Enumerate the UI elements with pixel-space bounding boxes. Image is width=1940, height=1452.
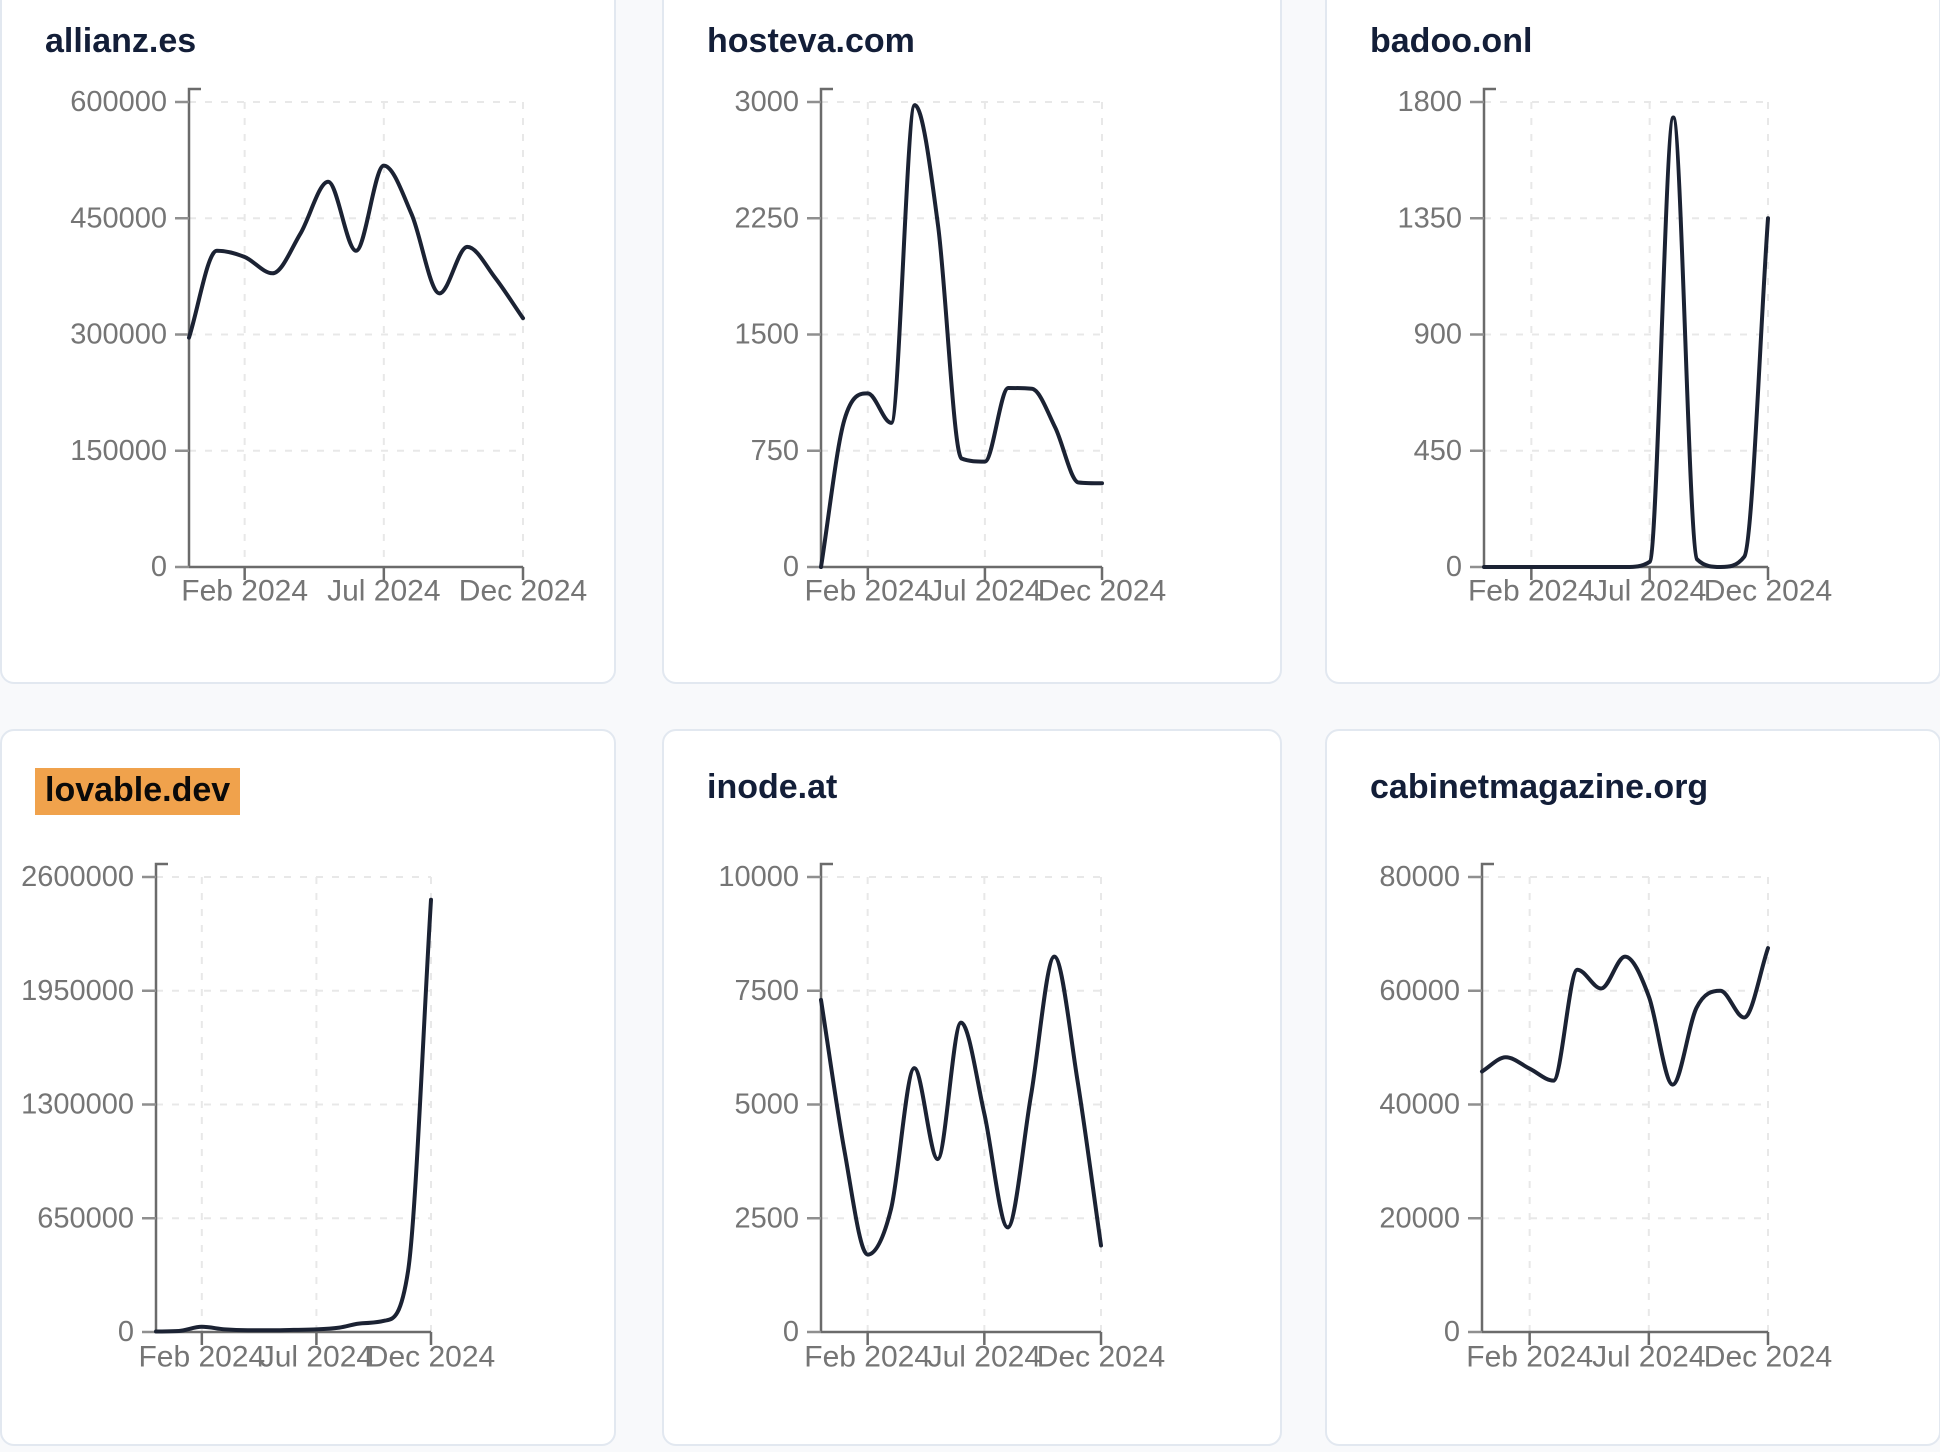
chart-title: hosteva.com bbox=[707, 22, 915, 61]
x-tick-label: Feb 2024 bbox=[1466, 1341, 1593, 1374]
y-tick-label: 150000 bbox=[70, 435, 167, 467]
y-tick-label: 600000 bbox=[70, 86, 167, 118]
x-tick-label: Jul 2024 bbox=[928, 1341, 1041, 1374]
y-tick-label: 650000 bbox=[37, 1202, 134, 1234]
y-tick-label: 40000 bbox=[1379, 1089, 1460, 1121]
y-tick-label: 0 bbox=[1446, 551, 1462, 583]
trend-line bbox=[819, 103, 1104, 569]
domain-label: allianz.es bbox=[45, 22, 197, 60]
y-tick-label: 1500 bbox=[734, 319, 799, 351]
y-tick-label: 1350 bbox=[1397, 202, 1462, 234]
y-tick-label: 0 bbox=[783, 1316, 799, 1348]
chart-title: allianz.es bbox=[45, 22, 196, 61]
y-axis-line bbox=[1482, 87, 1496, 567]
x-tick-label: Feb 2024 bbox=[1468, 575, 1595, 608]
chart-title: inode.at bbox=[707, 768, 837, 807]
y-axis-line bbox=[819, 862, 833, 1332]
y-tick-label: 20000 bbox=[1379, 1202, 1460, 1234]
trend-line bbox=[1482, 115, 1770, 569]
y-tick-label: 2600000 bbox=[21, 861, 134, 893]
y-tick-label: 7500 bbox=[734, 975, 799, 1007]
x-tick-label: Dec 2024 bbox=[459, 575, 587, 608]
x-tick-label: Jul 2024 bbox=[928, 575, 1041, 608]
chart-card-badoo-onl[interactable]: badoo.onl 0 450 900 1350 1800 Feb 2024 Jul 202… bbox=[1325, 0, 1940, 684]
x-tick-label: Feb 2024 bbox=[181, 575, 308, 608]
y-axis-line bbox=[187, 87, 201, 567]
domain-label: cabinetmagazine.org bbox=[1370, 768, 1709, 806]
chart-card-allianz-es[interactable]: allianz.es 0 150000 300000 450000 600000 Feb … bbox=[0, 0, 616, 684]
y-tick-label: 2250 bbox=[734, 202, 799, 234]
x-tick-label: Jul 2024 bbox=[327, 575, 440, 608]
y-tick-label: 450 bbox=[1414, 435, 1462, 467]
x-tick-label: Dec 2024 bbox=[1704, 575, 1832, 608]
y-tick-label: 10000 bbox=[718, 861, 799, 893]
x-tick-label: Dec 2024 bbox=[1704, 1341, 1832, 1374]
x-tick-label: Jul 2024 bbox=[1592, 1341, 1705, 1374]
x-tick-label: Jul 2024 bbox=[260, 1341, 373, 1374]
chart-card-cabinetmagazine-org[interactable]: cabinetmagazine.org 0 20000 40000 60000 8000… bbox=[1325, 729, 1940, 1446]
y-tick-label: 3000 bbox=[734, 86, 799, 118]
domain-label: hosteva.com bbox=[707, 22, 915, 60]
y-axis-line bbox=[819, 87, 833, 567]
trend-line bbox=[187, 163, 525, 340]
x-tick-label: Feb 2024 bbox=[138, 1341, 265, 1374]
y-axis-line bbox=[154, 862, 168, 1332]
y-tick-label: 750 bbox=[751, 435, 799, 467]
y-tick-label: 2500 bbox=[734, 1202, 799, 1234]
domain-label-highlighted: lovable.dev bbox=[35, 768, 241, 815]
y-tick-label: 5000 bbox=[734, 1089, 799, 1121]
y-tick-label: 0 bbox=[118, 1316, 134, 1348]
y-tick-label: 60000 bbox=[1379, 975, 1460, 1007]
x-tick-label: Feb 2024 bbox=[804, 1341, 931, 1374]
trend-line bbox=[154, 897, 433, 1334]
domain-label: inode.at bbox=[707, 768, 838, 806]
y-tick-label: 300000 bbox=[70, 319, 167, 351]
y-tick-label: 1300000 bbox=[21, 1089, 134, 1121]
y-tick-label: 450000 bbox=[70, 202, 167, 234]
y-tick-label: 80000 bbox=[1379, 861, 1460, 893]
trend-line bbox=[1480, 946, 1770, 1087]
chart-card-lovable-dev[interactable]: lovable.dev 0 650000 1300000 1950000 2600000… bbox=[0, 729, 616, 1446]
x-tick-label: Dec 2024 bbox=[1037, 1341, 1165, 1374]
x-tick-label: Dec 2024 bbox=[367, 1341, 495, 1374]
y-tick-label: 1950000 bbox=[21, 975, 134, 1007]
line-chart-svg: 0 650000 1300000 1950000 2600000 Feb 2024Jul … bbox=[21, 861, 495, 1374]
y-tick-label: 0 bbox=[1444, 1316, 1460, 1348]
chart-card-inode-at[interactable]: inode.at 0 2500 5000 7500 10000 Feb 2024 Jul 2… bbox=[662, 729, 1282, 1446]
y-tick-label: 900 bbox=[1414, 319, 1462, 351]
line-chart-svg: 0 150000 300000 450000 600000 Feb 2024 Jul 202… bbox=[70, 86, 587, 608]
line-chart-svg: 0 20000 40000 60000 80000 Feb 2024 Jul 2024Dec… bbox=[1379, 861, 1832, 1374]
y-axis-line bbox=[1480, 862, 1494, 1332]
x-tick-label: Jul 2024 bbox=[1593, 575, 1706, 608]
trend-line bbox=[819, 954, 1103, 1257]
chart-title: badoo.onl bbox=[1370, 22, 1532, 61]
x-tick-label: Feb 2024 bbox=[804, 575, 931, 608]
y-tick-label: 1800 bbox=[1397, 86, 1462, 118]
chart-card-hosteva-com[interactable]: hosteva.com 0 750 1500 2250 3000 Feb 2024 Jul … bbox=[662, 0, 1282, 684]
x-tick-label: Dec 2024 bbox=[1038, 575, 1166, 608]
y-tick-label: 0 bbox=[151, 551, 167, 583]
y-tick-label: 0 bbox=[783, 551, 799, 583]
chart-title: cabinetmagazine.org bbox=[1370, 768, 1708, 807]
domain-label: badoo.onl bbox=[1370, 22, 1533, 60]
chart-title: lovable.dev bbox=[35, 768, 241, 815]
